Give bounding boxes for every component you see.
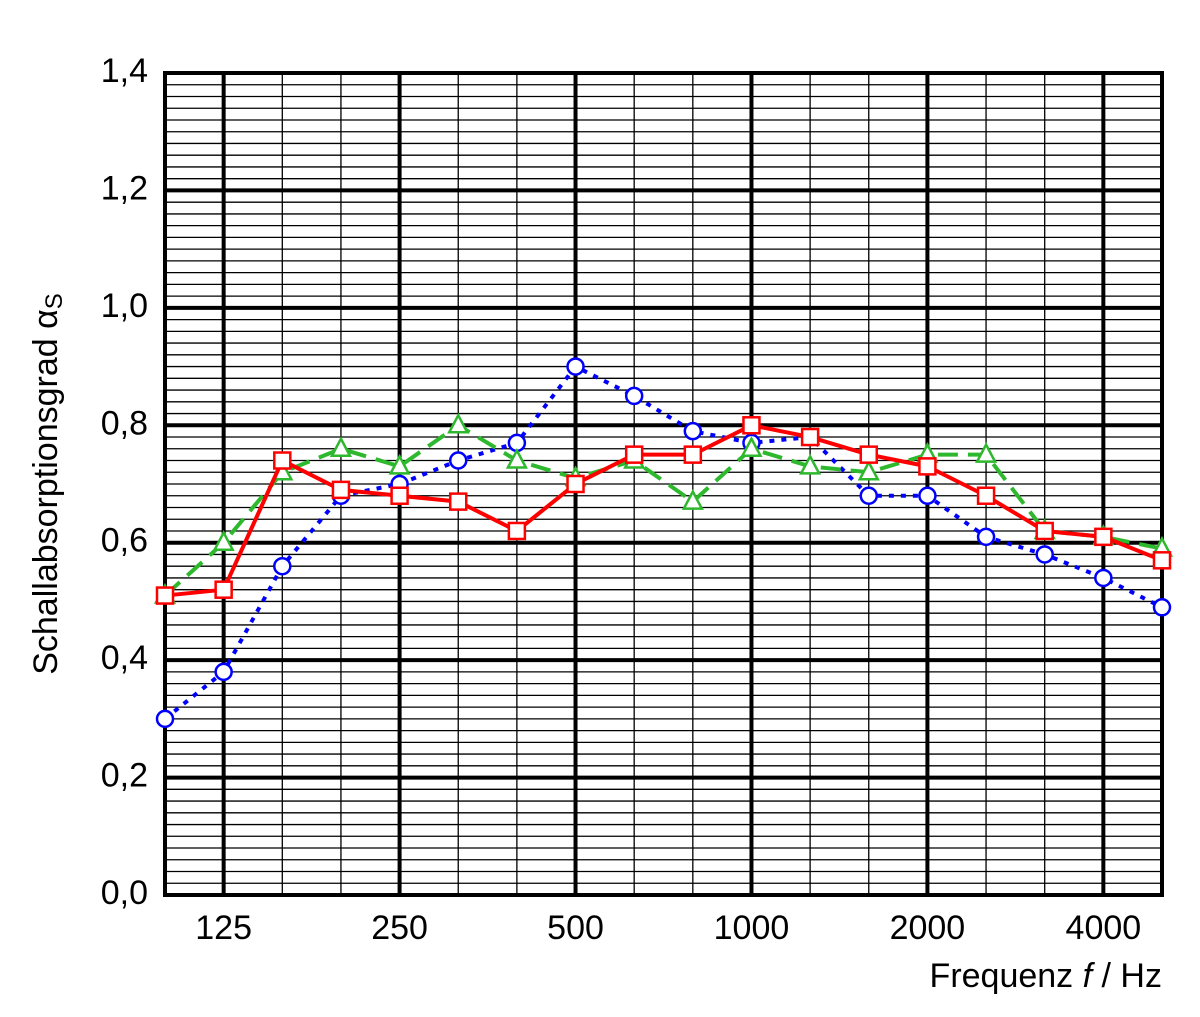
marker xyxy=(918,486,937,505)
marker xyxy=(155,586,175,605)
x-tick-label: 1000 xyxy=(714,909,790,947)
marker xyxy=(800,427,820,447)
marker xyxy=(448,451,468,470)
x-tick-label: 500 xyxy=(547,909,604,947)
marker xyxy=(742,416,761,435)
marker xyxy=(507,521,527,541)
plot-frame xyxy=(163,71,1164,897)
marker xyxy=(918,457,937,476)
marker xyxy=(976,486,996,505)
marker xyxy=(624,445,644,464)
marker xyxy=(505,447,528,469)
marker xyxy=(683,445,703,464)
marker xyxy=(388,453,411,475)
marker xyxy=(214,662,233,682)
marker xyxy=(1094,527,1113,547)
x-tick-label: 125 xyxy=(195,909,252,947)
marker xyxy=(390,486,409,505)
marker xyxy=(740,436,763,458)
marker xyxy=(212,530,235,551)
y-tick-label: 0,0 xyxy=(101,874,148,912)
marker xyxy=(447,412,470,434)
y-tick-label: 0,6 xyxy=(101,522,148,560)
marker xyxy=(1152,598,1172,617)
marker xyxy=(214,580,233,599)
y-tick-label: 1,2 xyxy=(101,169,148,207)
marker xyxy=(331,480,351,500)
x-axis-label: Frequenz f / Hz xyxy=(930,957,1162,995)
marker xyxy=(624,386,644,406)
marker xyxy=(683,421,703,441)
marker xyxy=(1035,521,1054,541)
x-tick-label: 2000 xyxy=(890,909,966,947)
marker xyxy=(329,436,353,458)
marker xyxy=(1035,545,1054,564)
y-tick-label: 0,4 xyxy=(101,639,148,677)
marker xyxy=(273,556,292,576)
marker xyxy=(859,486,879,505)
series-line xyxy=(163,364,1163,721)
marker xyxy=(859,445,879,464)
marker xyxy=(976,527,996,547)
marker xyxy=(681,488,704,510)
marker xyxy=(1094,568,1113,588)
marker xyxy=(1152,551,1172,570)
series-line xyxy=(164,423,1163,598)
marker xyxy=(448,492,468,511)
marker xyxy=(799,453,822,475)
x-tick-label: 4000 xyxy=(1066,909,1142,947)
marker xyxy=(155,709,175,729)
marker xyxy=(273,451,292,470)
marker xyxy=(566,474,585,494)
marker xyxy=(566,357,585,376)
y-tick-label: 1,4 xyxy=(101,52,148,90)
y-tick-label: 1,0 xyxy=(101,287,148,325)
y-tick-label: 0,2 xyxy=(101,757,148,795)
marker xyxy=(974,441,998,463)
series-line xyxy=(163,422,1163,598)
marker xyxy=(857,459,880,481)
y-tick-label: 0,8 xyxy=(101,404,148,442)
x-tick-label: 250 xyxy=(371,909,428,947)
y-axis-label: Schallabsorptionsgrad αS xyxy=(27,293,68,675)
